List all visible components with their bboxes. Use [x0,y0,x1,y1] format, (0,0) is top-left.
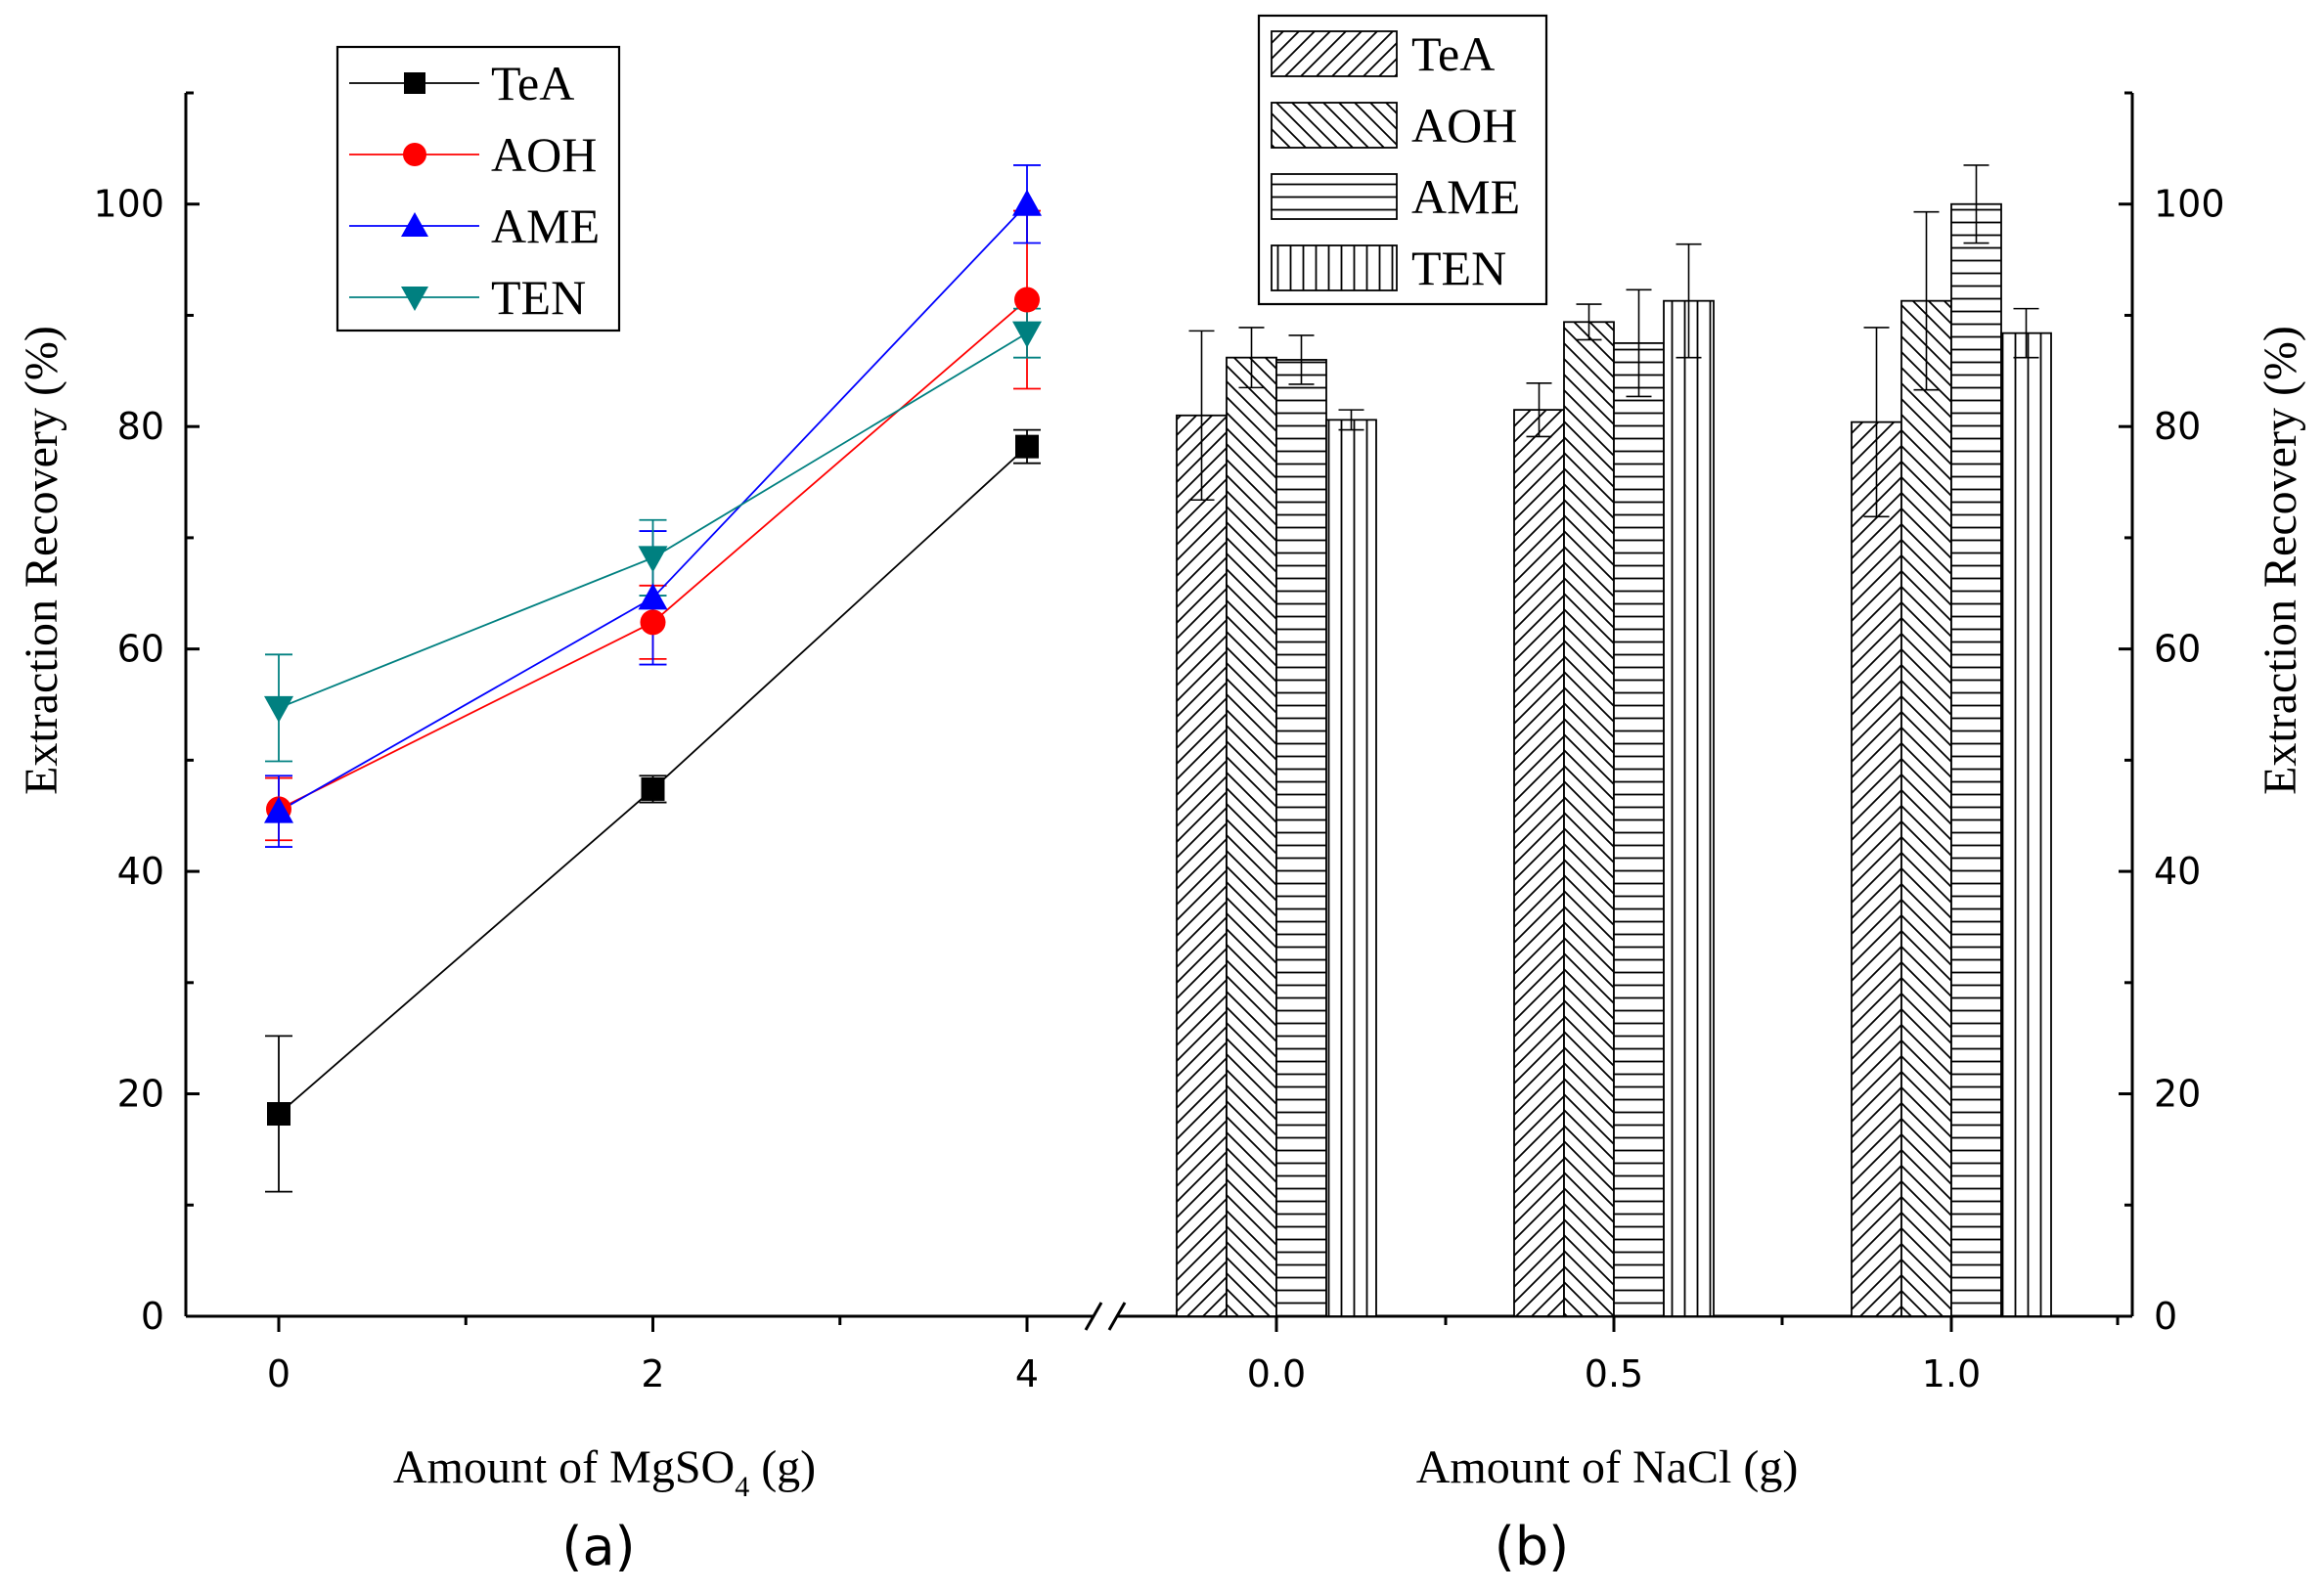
legend-a-marker-TeA [404,72,425,94]
data-point-AME [264,796,293,823]
bar-AOH-0.0 [1226,356,1277,1317]
bar-TeA-1.0 [1851,420,1902,1317]
y-tick-label-right: 80 [2154,405,2201,448]
bar-AME-0.0 [1275,359,1327,1317]
legend-a-label-AME: AME [491,199,600,253]
legend-b-swatch-TeA [1271,30,1398,77]
y-tick-label-right: 100 [2154,183,2225,226]
data-point-TEN [1012,321,1042,348]
legend-a-marker-TEN [401,287,428,311]
ylabel-right: Extraction Recovery (%) [2255,326,2306,795]
data-point-TEN [264,695,293,723]
legend-b-swatch-AME [1271,173,1398,220]
axes-layer: 0 0 20 20 40 40 60 60 80 80 100 100 0 2 4 0.0 0.5 1.0 [93,91,2225,1395]
xlabel-a-suffix: (g) [749,1441,816,1493]
legend-b-label-AOH: AOH [1411,98,1517,153]
data-point-AME [638,583,668,610]
axis-break-mark [1107,1302,1127,1331]
x-tick-label-a: 4 [1015,1352,1039,1395]
y-tick-label-left: 20 [117,1073,164,1116]
data-point-AOH [1014,287,1040,313]
x-tick-label-a: 0 [267,1352,290,1395]
bar-AME-1.0 [1950,202,2002,1317]
legend-a-label-TEN: TEN [491,270,586,325]
data-point-TeA [1015,434,1039,459]
legend-b-label-TeA: TeA [1411,26,1495,81]
y-tick-label-left: 60 [117,628,164,671]
y-tick-label-left: 100 [93,183,164,226]
panel-label-a: (a) [561,1516,635,1577]
x-tick-label-a: 2 [641,1352,664,1395]
bar-TeA-0.5 [1513,409,1565,1317]
legend-layer: TeA AOH AME TEN TeA AOH AME TEN [335,14,1548,332]
line-layer [264,164,1042,1193]
x-tick-label-b: 0.5 [1585,1352,1643,1395]
y-tick-label-left: 40 [117,850,164,893]
y-tick-label-right: 40 [2154,850,2201,893]
xlabel-a: Amount of MgSO4 (g) [393,1441,816,1503]
data-point-TeA [641,776,665,801]
bar-AOH-0.5 [1563,321,1615,1317]
legend-a-label-AOH: AOH [491,127,597,182]
bar-TeA-0.0 [1176,414,1228,1317]
panel-label-b: (b) [1495,1516,1569,1577]
legend-a-label-TeA: TeA [491,56,574,111]
x-tick-label-b: 1.0 [1922,1352,1981,1395]
legend-b-swatch-AOH [1271,102,1398,149]
xlabel-a-prefix: Amount of MgSO [393,1441,735,1493]
data-point-TEN [638,546,668,573]
legend-b-swatch-TEN [1271,244,1398,291]
y-tick-label-right: 60 [2154,628,2201,671]
y-tick-label-right: 0 [2154,1295,2177,1338]
legend-a-marker-AOH [403,143,426,166]
data-point-AME [1012,189,1042,216]
legend-a-box [335,45,621,332]
xlabel-a-sub: 4 [735,1471,749,1503]
bar-AOH-1.0 [1900,299,1952,1317]
bar-TEN-0.5 [1663,299,1715,1317]
y-tick-label-left: 80 [117,405,164,448]
y-tick-label-right: 20 [2154,1073,2201,1116]
y-tick-label-left: 0 [141,1295,164,1338]
data-point-AOH [640,609,666,636]
bar-layer [1176,164,2052,1317]
data-point-TeA [267,1102,290,1127]
legend-a-marker-AME [401,212,428,237]
bar-AME-0.5 [1613,341,1665,1317]
axis-break-mark [1084,1302,1103,1331]
xlabel-b: Amount of NaCl (g) [1416,1441,1799,1493]
bar-TEN-0.0 [1325,419,1377,1317]
ylabel-left: Extraction Recovery (%) [16,326,67,795]
x-tick-label-b: 0.0 [1247,1352,1306,1395]
legend-b-label-AME: AME [1411,169,1520,224]
legend-b-label-TEN: TEN [1411,241,1506,295]
bar-TEN-1.0 [2000,332,2052,1317]
